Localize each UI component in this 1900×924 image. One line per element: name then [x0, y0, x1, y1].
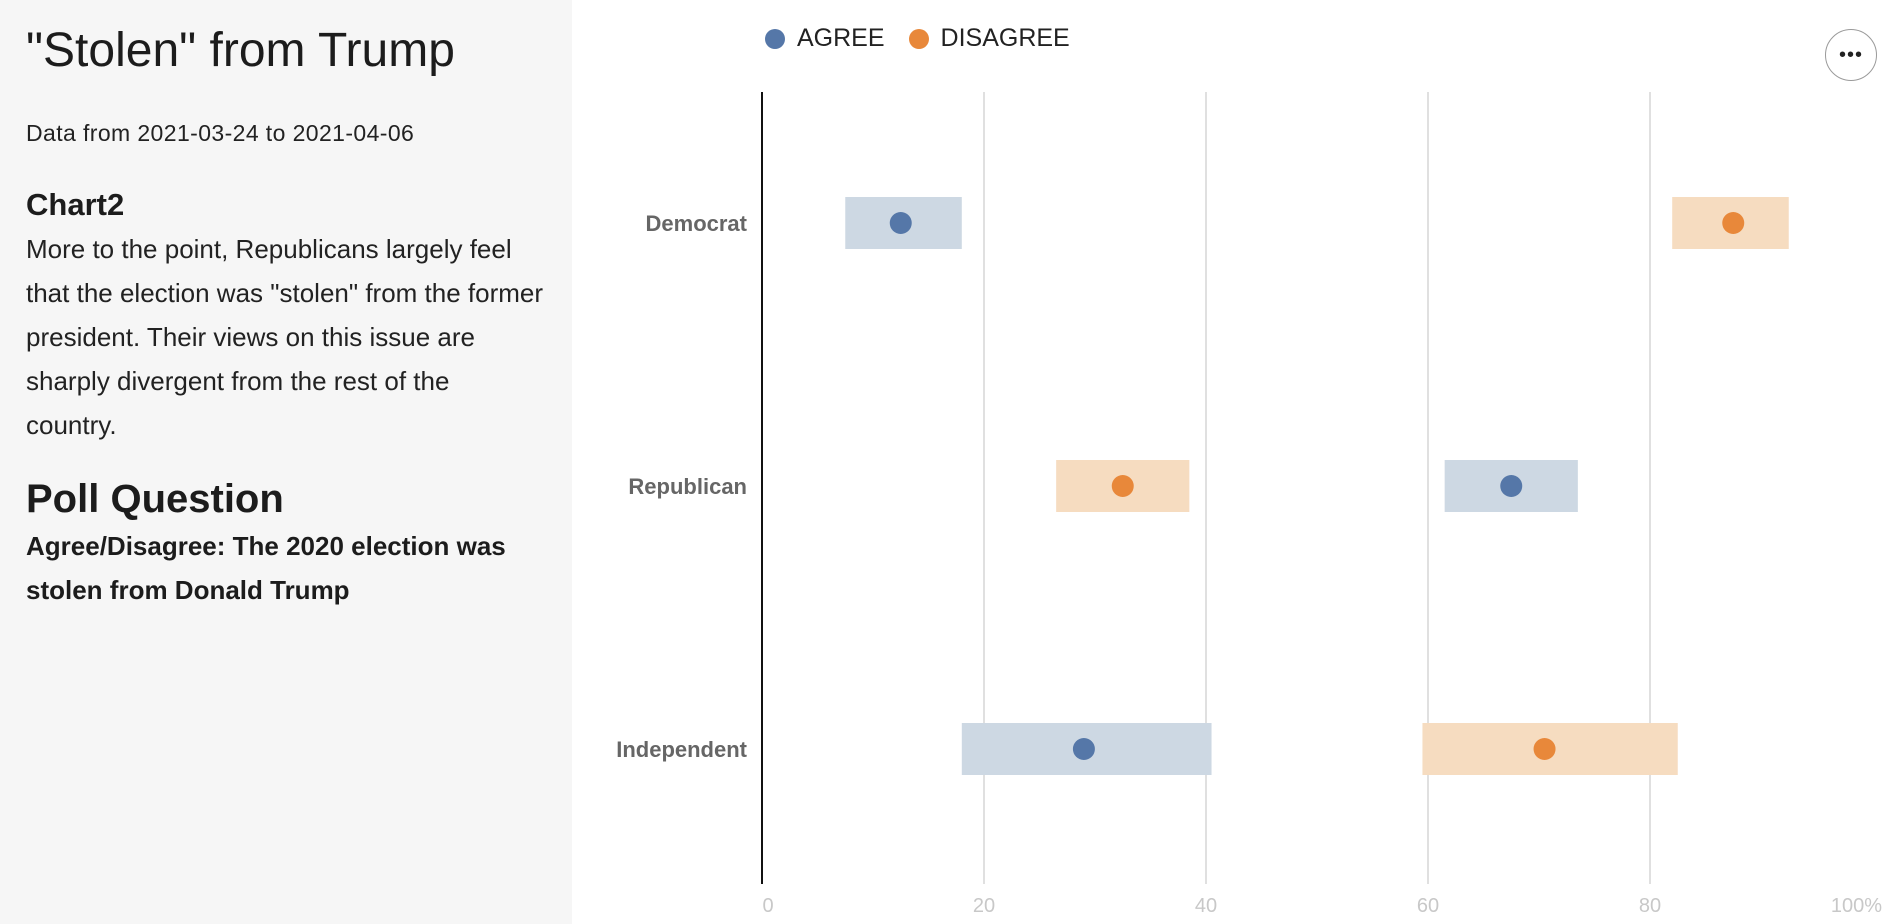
ellipsis-icon: •••: [1838, 43, 1863, 66]
data-point-disagree-independent: [1533, 738, 1556, 760]
legend-marker-agree: [765, 28, 785, 49]
more-options-button[interactable]: •••: [1825, 29, 1877, 81]
sidebar: "Stolen" from Trump Data from 2021-03-24…: [0, 0, 572, 924]
x-tick-label-40: 40: [1195, 895, 1217, 917]
legend-marker-disagree: [908, 28, 929, 49]
chart-plot: Democrat Republican Independent 0 20 40 60 80 10…: [616, 92, 1882, 917]
x-tick-label-100: 100%: [1831, 895, 1882, 917]
legend-item-disagree[interactable]: DISAGREE: [908, 24, 1070, 53]
poll-question-heading: Poll Question: [26, 477, 284, 521]
legend-label-agree: AGREE: [797, 24, 885, 52]
x-tick-label-20: 20: [973, 895, 995, 917]
data-point-agree-republican: [1500, 475, 1523, 497]
category-label-democrat: Democrat: [646, 211, 748, 236]
x-tick-label-0: 0: [762, 895, 773, 917]
chart-legend: AGREE DISAGREE: [765, 24, 1094, 53]
category-label-independent: Independent: [616, 737, 747, 762]
category-label-republican: Republican: [628, 474, 747, 499]
section-heading: Chart2: [26, 187, 125, 222]
legend-label-disagree: DISAGREE: [940, 24, 1070, 52]
data-point-disagree-republican: [1111, 475, 1134, 497]
data-point-agree-independent: [1072, 738, 1095, 760]
date-range-text: Data from 2021-03-24 to 2021-04-06: [26, 120, 415, 146]
data-point-agree-democrat: [889, 212, 912, 234]
chart-area: AGREE DISAGREE ••• Democrat Republican Ind…: [572, 0, 1900, 924]
x-tick-label-60: 60: [1417, 895, 1439, 917]
poll-question-text: Agree/Disagree: The 2020 election was st…: [26, 531, 506, 605]
data-point-disagree-democrat: [1722, 212, 1745, 234]
x-tick-label-80: 80: [1639, 895, 1661, 917]
page-title: "Stolen" from Trump: [26, 24, 455, 77]
chart-description: More to the point, Republicans largely f…: [26, 234, 544, 440]
legend-item-agree[interactable]: AGREE: [765, 24, 885, 53]
